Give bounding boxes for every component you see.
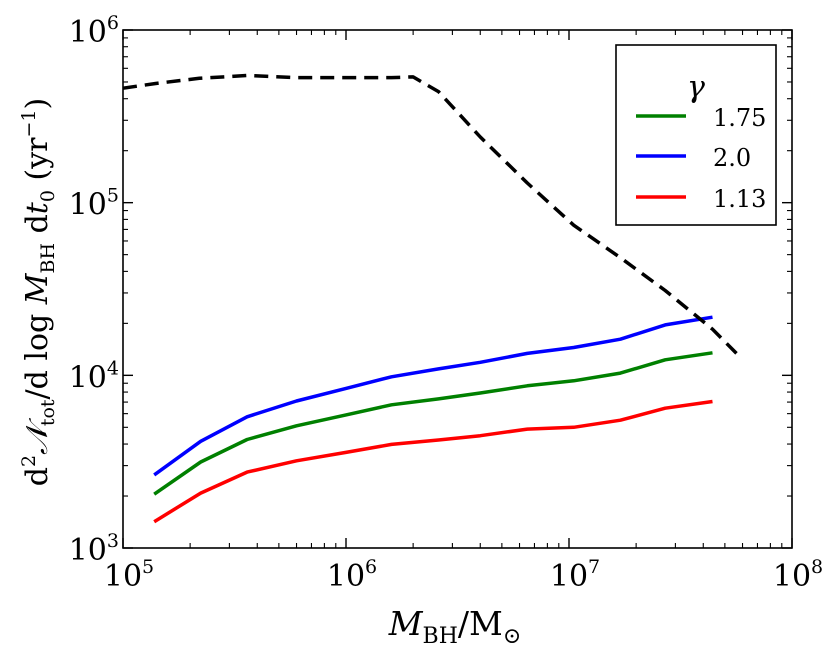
axis-ticks	[122, 29, 793, 549]
legend-label-1.75: 1.75	[713, 104, 766, 132]
legend-title: γ	[687, 70, 705, 105]
y-tick-label-1e5: 105	[69, 185, 119, 223]
legend-box	[615, 44, 777, 226]
x-tick-label-1e6: 106	[327, 556, 377, 594]
y-axis-label: d2𝒩tot/d log MBH dt0 (yr−1)	[18, 98, 59, 486]
tick-labels: 105 106 107 108 103 104 105 106	[69, 12, 823, 594]
x-tick-label-1e5: 105	[104, 556, 154, 594]
series-line-2.0	[153, 315, 713, 477]
plot-frame	[122, 29, 793, 549]
series-line-1.13	[153, 399, 713, 524]
legend: γ 1.75 2.0 1.13	[615, 44, 777, 226]
y-tick-label-1e3: 103	[69, 530, 119, 568]
legend-label-2.0: 2.0	[713, 144, 751, 172]
series-line-totaldashed	[122, 73, 739, 356]
y-tick-label-1e6: 106	[69, 12, 119, 50]
x-tick-label-1e8: 108	[773, 556, 823, 594]
series-line-1.75	[153, 351, 713, 496]
x-tick-label-1e7: 107	[550, 556, 600, 594]
series-layer	[122, 73, 739, 524]
y-tick-label-1e4: 104	[69, 357, 119, 395]
legend-label-1.13: 1.13	[713, 185, 766, 213]
